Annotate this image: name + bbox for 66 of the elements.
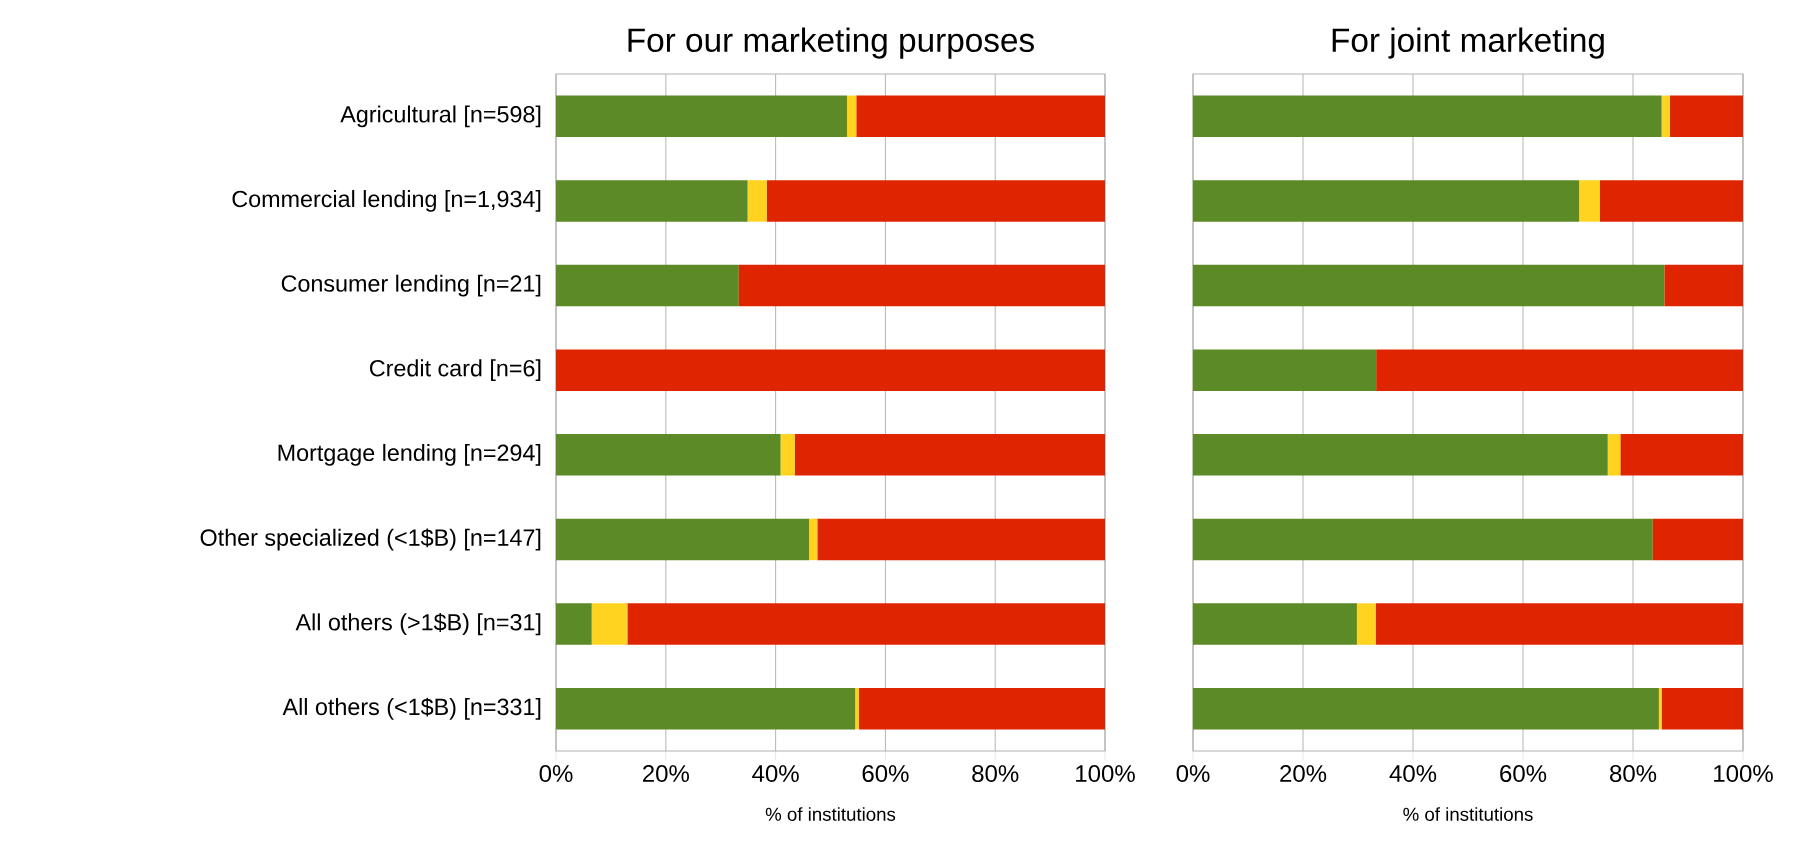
bar: [1669, 95, 1744, 138]
bar: [1193, 434, 1608, 476]
bar: [1579, 180, 1601, 222]
y-tick-label: Credit card [n=6]: [370, 359, 541, 382]
x-tick-label: 60%: [862, 765, 909, 783]
bar: [817, 518, 1106, 561]
y-tick-label: All others (<1$B) [n=331]: [282, 697, 541, 720]
chart-title: For our marketing purposes: [628, 27, 1034, 59]
x-tick-label: 40%: [1389, 765, 1437, 783]
y-tick-label: All others (>1$B) [n=31]: [295, 613, 541, 636]
bar: [556, 687, 856, 730]
bar: [1664, 264, 1744, 307]
y-tick-label: Mortgage lending [n=294]: [278, 443, 541, 466]
bar: [627, 603, 1106, 645]
bar: [856, 95, 1106, 138]
x-tick-label: 80%: [1610, 765, 1657, 783]
y-tick-label: Other specialized (<1$B) [n=147]: [200, 528, 541, 551]
bar: [1652, 518, 1744, 561]
bar: [556, 603, 592, 645]
bar: [1658, 687, 1662, 730]
bar: [556, 518, 810, 561]
bar: [1607, 434, 1621, 476]
bar: [1620, 434, 1744, 476]
chart-title: For joint marketing: [1332, 27, 1604, 59]
bar: [809, 518, 818, 561]
bar: [1661, 687, 1744, 730]
bar: [1375, 603, 1744, 645]
bar: [747, 180, 767, 222]
y-tick-label: Agricultural [n=598]: [340, 105, 541, 128]
x-tick-label: 80%: [972, 765, 1019, 783]
x-axis-title: % of institutions: [1403, 807, 1533, 821]
bar: [855, 687, 860, 730]
x-tick-label: 20%: [643, 765, 689, 783]
x-axis-title: % of institutions: [765, 807, 896, 821]
x-tick-label: 60%: [1500, 765, 1547, 783]
bar: [738, 264, 1106, 307]
bar: [780, 434, 795, 476]
bar: [591, 603, 628, 645]
bar: [766, 180, 1106, 222]
x-tick-label: 0%: [539, 765, 573, 783]
x-tick-label: 100%: [1076, 765, 1135, 783]
bar: [794, 434, 1106, 476]
bar: [1356, 603, 1376, 645]
x-tick-label: 20%: [1280, 765, 1327, 783]
bar: [846, 95, 857, 138]
x-tick-label: 100%: [1714, 765, 1773, 783]
bar: [1193, 264, 1665, 307]
bar: [556, 264, 739, 307]
bar: [556, 180, 748, 222]
bar: [1193, 687, 1659, 730]
bar: [1193, 518, 1653, 561]
bar: [556, 349, 1106, 391]
x-tick-label: 0%: [1176, 765, 1210, 783]
bar: [556, 434, 781, 476]
bar: [1661, 95, 1670, 138]
x-tick-label: 40%: [752, 765, 799, 783]
bar: [1193, 603, 1357, 645]
bar: [556, 95, 847, 138]
bar: [1193, 95, 1662, 138]
bar: [1376, 349, 1744, 391]
bar: [1193, 180, 1580, 222]
bar: [1600, 180, 1744, 222]
y-tick-label: Commercial lending [n=1,934]: [232, 190, 541, 212]
y-tick-label: Consumer lending [n=21]: [281, 274, 541, 297]
bar: [1193, 349, 1377, 391]
bar: [859, 687, 1106, 730]
